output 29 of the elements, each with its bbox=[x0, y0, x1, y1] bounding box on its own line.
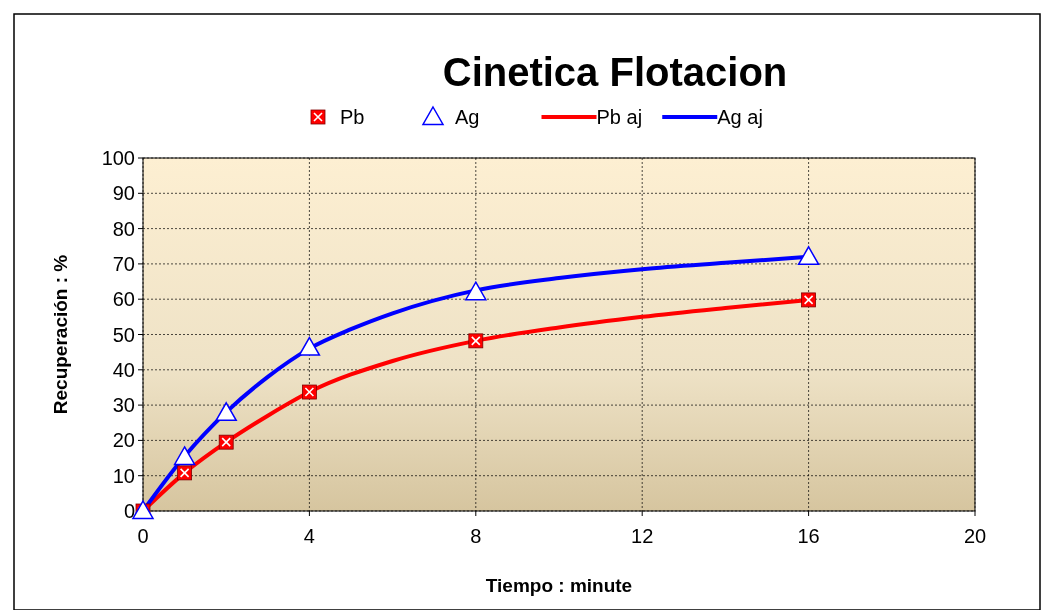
point bbox=[298, 336, 321, 356]
y-tick-label: 80 bbox=[112, 217, 135, 240]
x-tick-label: 4 bbox=[303, 525, 315, 547]
point bbox=[465, 281, 487, 301]
y-tick-label: 10 bbox=[112, 464, 135, 487]
y-tick-label: 100 bbox=[101, 147, 135, 169]
x-tick-label: 12 bbox=[631, 525, 654, 547]
y-tick-label: 40 bbox=[112, 358, 135, 381]
x-tick-label: 0 bbox=[137, 525, 149, 547]
x-tick-label: 8 bbox=[470, 525, 482, 547]
y-tick-label: 60 bbox=[112, 288, 135, 311]
point bbox=[215, 402, 237, 422]
y-tick-label: 0 bbox=[123, 500, 135, 522]
x-axis-title: Tiempo : minute bbox=[485, 575, 633, 596]
chart-title: Cinetica Flotacion bbox=[442, 50, 788, 94]
legend-label: Pb bbox=[340, 106, 365, 128]
y-tick-label: 20 bbox=[112, 429, 135, 452]
point bbox=[797, 246, 820, 266]
legend-label: Ag aj bbox=[717, 106, 763, 128]
y-axis-title: Recuperación : % bbox=[50, 254, 71, 415]
legend-label: Pb aj bbox=[596, 106, 643, 128]
y-tick-label: 50 bbox=[112, 323, 135, 346]
x-tick-label: 16 bbox=[797, 525, 820, 547]
legend-label: Ag bbox=[455, 106, 480, 128]
y-tick-label: 90 bbox=[112, 182, 135, 205]
point bbox=[173, 446, 196, 466]
x-tick-label: 20 bbox=[963, 525, 987, 547]
y-tick-label: 70 bbox=[112, 252, 135, 275]
y-tick-label: 30 bbox=[112, 394, 135, 417]
